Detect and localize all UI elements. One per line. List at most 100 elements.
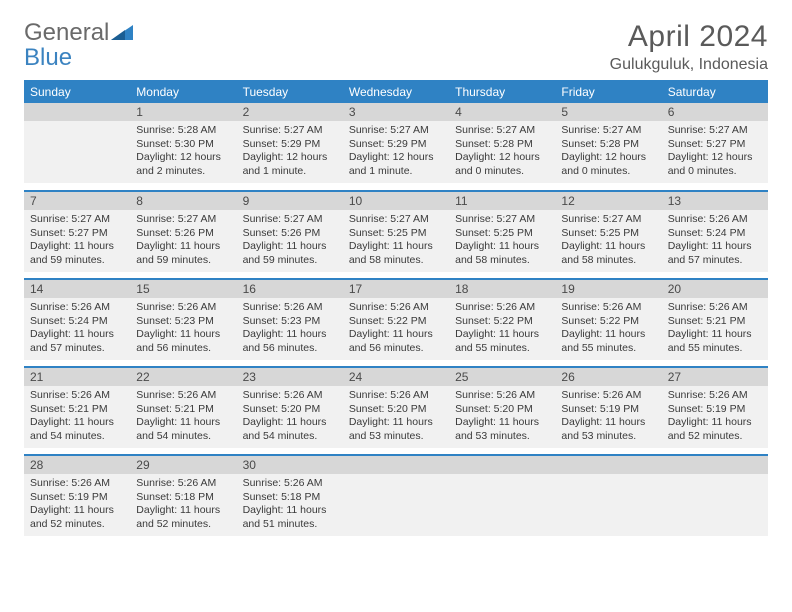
- day-header: Wednesday: [343, 80, 449, 103]
- day-number: [662, 456, 768, 474]
- day-detail: Sunrise: 5:27 AMSunset: 5:25 PMDaylight:…: [343, 210, 449, 272]
- daylight-text-1: Daylight: 11 hours: [243, 504, 337, 518]
- sunrise-text: Sunrise: 5:26 AM: [243, 477, 337, 491]
- calendar-week-row: 21Sunrise: 5:26 AMSunset: 5:21 PMDayligh…: [24, 367, 768, 455]
- sunset-text: Sunset: 5:26 PM: [243, 227, 337, 241]
- calendar-day-cell: 26Sunrise: 5:26 AMSunset: 5:19 PMDayligh…: [555, 367, 661, 455]
- calendar-day-cell: 3Sunrise: 5:27 AMSunset: 5:29 PMDaylight…: [343, 103, 449, 191]
- day-detail: Sunrise: 5:28 AMSunset: 5:30 PMDaylight:…: [130, 121, 236, 183]
- day-detail: Sunrise: 5:26 AMSunset: 5:21 PMDaylight:…: [662, 298, 768, 360]
- day-number: 2: [237, 103, 343, 121]
- daylight-text-1: Daylight: 11 hours: [349, 328, 443, 342]
- sunset-text: Sunset: 5:18 PM: [136, 491, 230, 505]
- day-detail: Sunrise: 5:26 AMSunset: 5:19 PMDaylight:…: [24, 474, 130, 536]
- day-detail: Sunrise: 5:26 AMSunset: 5:20 PMDaylight:…: [237, 386, 343, 448]
- day-detail: Sunrise: 5:26 AMSunset: 5:19 PMDaylight:…: [555, 386, 661, 448]
- calendar-day-cell: 27Sunrise: 5:26 AMSunset: 5:19 PMDayligh…: [662, 367, 768, 455]
- daylight-text-1: Daylight: 12 hours: [349, 151, 443, 165]
- day-detail: Sunrise: 5:26 AMSunset: 5:19 PMDaylight:…: [662, 386, 768, 448]
- day-detail: [24, 121, 130, 183]
- sunset-text: Sunset: 5:19 PM: [30, 491, 124, 505]
- daylight-text-1: Daylight: 11 hours: [30, 328, 124, 342]
- daylight-text-1: Daylight: 11 hours: [349, 240, 443, 254]
- calendar-day-cell: 18Sunrise: 5:26 AMSunset: 5:22 PMDayligh…: [449, 279, 555, 367]
- sunset-text: Sunset: 5:24 PM: [30, 315, 124, 329]
- calendar-day-cell: 23Sunrise: 5:26 AMSunset: 5:20 PMDayligh…: [237, 367, 343, 455]
- daylight-text-2: and 1 minute.: [349, 165, 443, 179]
- sunrise-text: Sunrise: 5:26 AM: [243, 389, 337, 403]
- daylight-text-1: Daylight: 11 hours: [561, 240, 655, 254]
- daylight-text-2: and 57 minutes.: [30, 342, 124, 356]
- calendar-day-cell: 7Sunrise: 5:27 AMSunset: 5:27 PMDaylight…: [24, 191, 130, 279]
- day-detail: Sunrise: 5:27 AMSunset: 5:29 PMDaylight:…: [237, 121, 343, 183]
- calendar-day-cell: [662, 455, 768, 543]
- calendar-table: Sunday Monday Tuesday Wednesday Thursday…: [24, 80, 768, 543]
- day-number: 17: [343, 280, 449, 298]
- sunset-text: Sunset: 5:25 PM: [561, 227, 655, 241]
- calendar-week-row: 1Sunrise: 5:28 AMSunset: 5:30 PMDaylight…: [24, 103, 768, 191]
- day-number: 12: [555, 192, 661, 210]
- sunrise-text: Sunrise: 5:26 AM: [136, 389, 230, 403]
- day-number: 25: [449, 368, 555, 386]
- sunrise-text: Sunrise: 5:26 AM: [455, 389, 549, 403]
- calendar-day-cell: 4Sunrise: 5:27 AMSunset: 5:28 PMDaylight…: [449, 103, 555, 191]
- sunset-text: Sunset: 5:22 PM: [349, 315, 443, 329]
- calendar-day-cell: 16Sunrise: 5:26 AMSunset: 5:23 PMDayligh…: [237, 279, 343, 367]
- day-detail: Sunrise: 5:27 AMSunset: 5:26 PMDaylight:…: [237, 210, 343, 272]
- sunrise-text: Sunrise: 5:26 AM: [349, 301, 443, 315]
- day-number: 14: [24, 280, 130, 298]
- day-header: Thursday: [449, 80, 555, 103]
- sunset-text: Sunset: 5:20 PM: [455, 403, 549, 417]
- calendar-day-cell: 6Sunrise: 5:27 AMSunset: 5:27 PMDaylight…: [662, 103, 768, 191]
- sunrise-text: Sunrise: 5:27 AM: [561, 213, 655, 227]
- calendar-day-cell: 13Sunrise: 5:26 AMSunset: 5:24 PMDayligh…: [662, 191, 768, 279]
- daylight-text-2: and 58 minutes.: [561, 254, 655, 268]
- day-detail: Sunrise: 5:27 AMSunset: 5:29 PMDaylight:…: [343, 121, 449, 183]
- calendar-day-cell: 28Sunrise: 5:26 AMSunset: 5:19 PMDayligh…: [24, 455, 130, 543]
- day-header: Tuesday: [237, 80, 343, 103]
- daylight-text-2: and 55 minutes.: [561, 342, 655, 356]
- day-number: [24, 103, 130, 121]
- daylight-text-1: Daylight: 11 hours: [136, 328, 230, 342]
- brand-part1: General: [24, 19, 109, 46]
- day-number: 15: [130, 280, 236, 298]
- title-block: April 2024 Gulukguluk, Indonesia: [610, 20, 768, 74]
- day-header: Monday: [130, 80, 236, 103]
- calendar-day-cell: 21Sunrise: 5:26 AMSunset: 5:21 PMDayligh…: [24, 367, 130, 455]
- day-detail: Sunrise: 5:26 AMSunset: 5:18 PMDaylight:…: [130, 474, 236, 536]
- sunrise-text: Sunrise: 5:27 AM: [455, 124, 549, 138]
- day-detail: Sunrise: 5:26 AMSunset: 5:24 PMDaylight:…: [662, 210, 768, 272]
- day-number: 19: [555, 280, 661, 298]
- sunset-text: Sunset: 5:19 PM: [561, 403, 655, 417]
- sunset-text: Sunset: 5:24 PM: [668, 227, 762, 241]
- day-detail: Sunrise: 5:26 AMSunset: 5:21 PMDaylight:…: [130, 386, 236, 448]
- calendar-day-cell: 29Sunrise: 5:26 AMSunset: 5:18 PMDayligh…: [130, 455, 236, 543]
- sunset-text: Sunset: 5:29 PM: [243, 138, 337, 152]
- sunrise-text: Sunrise: 5:28 AM: [136, 124, 230, 138]
- daylight-text-1: Daylight: 11 hours: [30, 416, 124, 430]
- calendar-day-cell: [555, 455, 661, 543]
- daylight-text-1: Daylight: 11 hours: [668, 416, 762, 430]
- sunrise-text: Sunrise: 5:27 AM: [455, 213, 549, 227]
- day-header: Sunday: [24, 80, 130, 103]
- sunrise-text: Sunrise: 5:26 AM: [30, 301, 124, 315]
- sunrise-text: Sunrise: 5:27 AM: [243, 213, 337, 227]
- day-number: 22: [130, 368, 236, 386]
- calendar-day-cell: [24, 103, 130, 191]
- daylight-text-1: Daylight: 12 hours: [243, 151, 337, 165]
- day-detail: Sunrise: 5:27 AMSunset: 5:25 PMDaylight:…: [449, 210, 555, 272]
- calendar-day-cell: 11Sunrise: 5:27 AMSunset: 5:25 PMDayligh…: [449, 191, 555, 279]
- calendar-week-row: 7Sunrise: 5:27 AMSunset: 5:27 PMDaylight…: [24, 191, 768, 279]
- day-number: 4: [449, 103, 555, 121]
- daylight-text-2: and 58 minutes.: [455, 254, 549, 268]
- sunset-text: Sunset: 5:20 PM: [349, 403, 443, 417]
- brand-logo: General Blue: [24, 20, 133, 70]
- day-number: 13: [662, 192, 768, 210]
- day-number: [449, 456, 555, 474]
- header: General Blue April 2024 Gulukguluk, Indo…: [24, 20, 768, 74]
- day-number: 20: [662, 280, 768, 298]
- daylight-text-2: and 53 minutes.: [561, 430, 655, 444]
- daylight-text-2: and 56 minutes.: [136, 342, 230, 356]
- sunrise-text: Sunrise: 5:26 AM: [30, 477, 124, 491]
- calendar-day-cell: 2Sunrise: 5:27 AMSunset: 5:29 PMDaylight…: [237, 103, 343, 191]
